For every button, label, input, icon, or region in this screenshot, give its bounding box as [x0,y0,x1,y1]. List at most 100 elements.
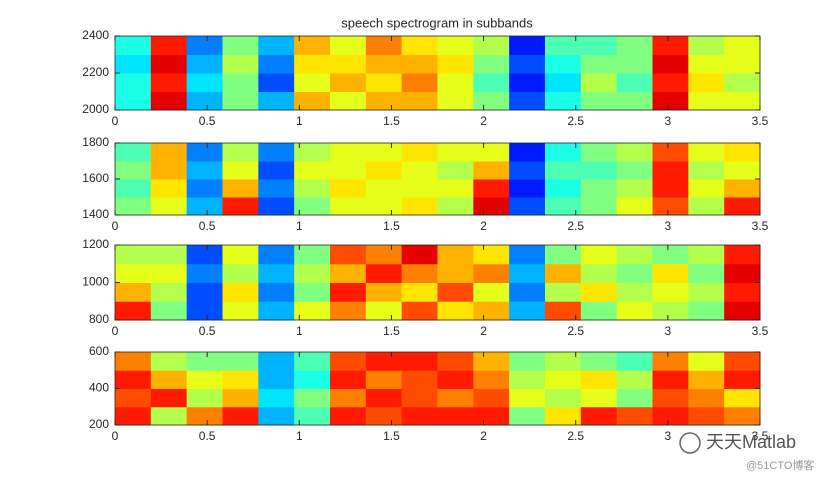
heat-cell [580,388,618,408]
heat-cell [473,370,510,389]
heat-cell [724,263,761,283]
heat-cell [652,282,689,302]
heat-cell [150,179,188,198]
y-tick-label: 1400 [82,207,109,221]
heat-cell [150,91,188,111]
heat-cell [401,179,438,198]
heat-cell [473,73,510,92]
heat-cell [330,91,367,111]
heat-cell [186,54,223,74]
x-tick-label: 1 [296,324,303,338]
x-tick-label: 1 [296,114,303,128]
heat-cell [509,143,546,162]
heat-cell [258,54,295,74]
heat-cell [365,245,403,265]
heat-cell [330,406,367,426]
x-tick-label: 2 [480,324,487,338]
heat-cell [688,263,725,283]
heat-cell [545,245,582,265]
heat-cell [294,54,331,74]
watermark-name: 天天Matlab [706,432,796,452]
heat-cell [688,91,725,111]
heat-cell [616,179,653,198]
heat-cell [509,406,546,426]
x-tick-label: 2.5 [567,219,584,233]
heat-cell [186,143,223,162]
heat-cell [186,73,223,92]
heat-cell [580,179,618,198]
heat-cell [222,54,259,74]
heat-cell [616,388,653,408]
y-tick-label: 800 [89,312,109,326]
heat-cell [186,263,223,283]
x-tick-label: 0 [112,114,119,128]
heat-cell [652,143,689,162]
heat-cell [222,388,259,408]
heat-cell [437,73,474,92]
heat-cell [186,370,223,389]
heat-cell [509,263,546,283]
heat-cell [616,197,653,216]
heat-cell [330,370,367,389]
heat-cell [365,406,403,426]
heat-cell [688,352,725,371]
heat-cell [401,406,438,426]
heat-cell [545,36,582,55]
heat-cell [222,179,259,198]
heat-cell [365,263,403,283]
x-tick-label: 1.5 [383,324,400,338]
heat-cell [294,301,331,321]
y-tick-label: 1200 [82,237,109,251]
y-tick-label: 2400 [82,28,109,42]
heat-cell [115,161,152,180]
x-tick-label: 1 [296,429,303,443]
heat-cell [616,143,653,162]
heat-cell [724,352,761,371]
y-tick-label: 2000 [82,102,109,116]
heat-cell [473,245,510,265]
heat-cell [401,245,438,265]
heat-cell [688,161,725,180]
heat-cell [437,179,474,198]
heat-cell [724,54,761,74]
heat-cell [258,143,295,162]
x-tick-label: 0 [112,324,119,338]
heat-cell [365,179,403,198]
heat-cell [652,406,689,426]
heat-cell [115,54,152,74]
heat-cell [401,161,438,180]
heat-cell [473,197,510,216]
heat-cell [688,301,725,321]
heat-cell [688,36,725,55]
heat-cell [222,161,259,180]
x-tick-label: 0 [112,429,119,443]
heat-cell [186,91,223,111]
heat-cell [294,370,331,389]
heat-cell [115,143,152,162]
heat-cell [580,263,618,283]
heat-cell [724,143,761,162]
heat-cell [294,197,331,216]
watermark: 天天Matlab @51CTO博客 [679,432,814,472]
heat-cell [509,197,546,216]
heat-cell [115,352,152,371]
heat-cell [150,370,188,389]
heat-cell [580,282,618,302]
heat-cell [401,352,438,371]
heat-cell [150,282,188,302]
heat-cell [616,370,653,389]
heat-cell [652,73,689,92]
heat-cell [580,73,618,92]
heat-cell [473,406,510,426]
heat-cell [330,143,367,162]
heat-cell [330,36,367,55]
heat-cell [222,197,259,216]
heat-cell [545,370,582,389]
heat-cell [258,406,295,426]
heat-cell [365,301,403,321]
heat-cell [724,282,761,302]
heat-cell [688,245,725,265]
x-tick-label: 3.5 [752,324,769,338]
heat-cell [365,143,403,162]
